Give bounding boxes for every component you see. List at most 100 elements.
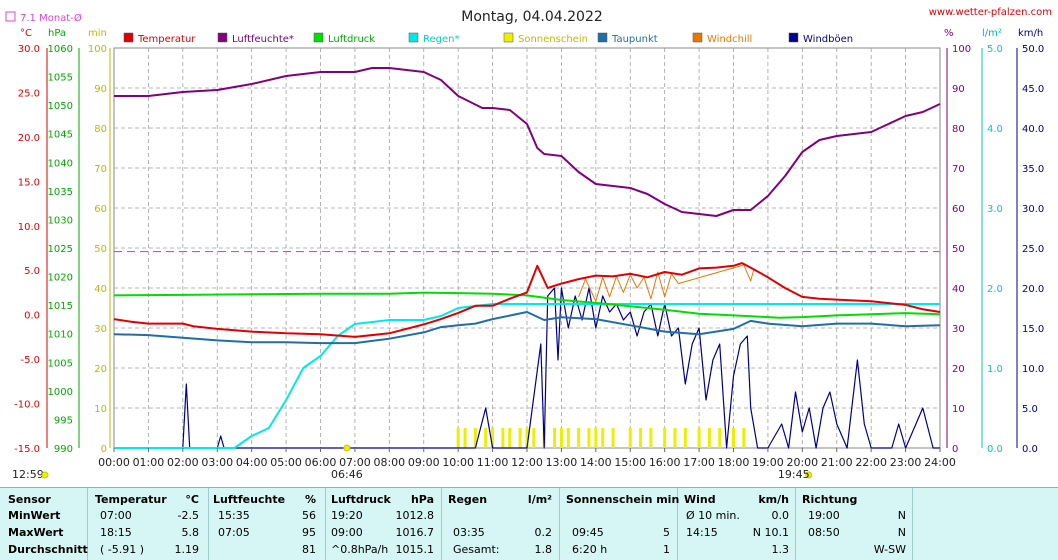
pressure-tick-label: 1020 <box>48 273 73 284</box>
table-header-rain: Regen <box>448 493 488 506</box>
table-row-label: MinWert <box>8 509 61 522</box>
chart-grid <box>113 47 941 449</box>
sunshine-bar <box>732 428 735 448</box>
table-cell-press-value: 1016.7 <box>395 526 435 539</box>
chart-axes: 30.0 25.0 20.0 15.0 10.0 5.0 0.0 -5.0 -10.0 -15.0… <box>14 44 1044 455</box>
pressure-unit-label: hPa <box>48 28 66 39</box>
sunshine-bar <box>628 428 632 448</box>
min-tick-label: 100 <box>88 44 107 55</box>
table-cell-press-value: 1012.8 <box>395 509 435 522</box>
table-cell-sun-value: 5 <box>663 526 670 539</box>
sunshine-bar <box>508 428 512 448</box>
table-divider <box>795 488 796 560</box>
table-cell-temp-time: ( -5.91 ) <box>100 543 145 556</box>
legend-swatch <box>597 32 608 43</box>
time-tick-label: 08:00 <box>373 456 405 469</box>
sunrise-label: 06:46 <box>331 468 363 481</box>
percent-tick-label: 90 <box>952 84 965 95</box>
table-cell-rain-value: 0.2 <box>534 526 553 539</box>
monthly-avg-legend: 7.1 Monat-Ø <box>5 11 82 24</box>
series-line-luftdruck <box>113 291 941 319</box>
temp-tick-label: -10.0 <box>14 400 40 411</box>
rain-tick-label: 2.0 <box>987 284 1003 295</box>
percent-tick-label: 0 <box>952 444 958 455</box>
table-cell-temp-value: 5.8 <box>181 526 200 539</box>
series-line-luftfeuchte <box>114 67 941 217</box>
table-header-temperature: Temperatur <box>95 493 167 506</box>
time-tick-label: 02:00 <box>167 456 199 469</box>
temp-tick-label: 15.0 <box>18 177 40 188</box>
rain-tick-label: 5.0 <box>987 44 1003 55</box>
sunshine-bar <box>673 428 677 448</box>
table-cell-rain-value: 1.8 <box>534 543 553 556</box>
time-tick-label: 11:00 <box>477 456 509 469</box>
time-tick-label: 23:00 <box>890 456 922 469</box>
sunshine-bar <box>463 428 467 448</box>
percent-tick-label: 40 <box>952 284 965 295</box>
table-header-hum-unit: % <box>304 493 316 506</box>
table-header-sensor: Sensor <box>8 493 51 506</box>
time-tick-label: 22:00 <box>855 456 887 469</box>
table-cell-press-time: ^0.8hPa/h <box>331 543 389 556</box>
legend-label: Sonnenschein <box>518 34 588 45</box>
chart-title: Montag, 04.04.2022 <box>461 9 603 25</box>
min-tick-label: 60 <box>94 204 107 215</box>
pressure-tick-label: 995 <box>54 415 73 426</box>
table-header-pressure: Luftdruck <box>331 493 391 506</box>
percent-unit-label: % <box>944 28 954 39</box>
day-length-label: 12:59 <box>12 468 44 481</box>
pressure-tick-label: 1005 <box>48 358 73 369</box>
table-cell-press-time: 19:20 <box>331 509 363 522</box>
pressure-tick-label: 1015 <box>48 301 73 312</box>
min-tick-label: 10 <box>94 404 107 415</box>
rain-unit-label: l/m² <box>982 28 1002 39</box>
legend-label: Temperatur <box>137 34 196 45</box>
table-cell-temp-value: -2.5 <box>177 509 199 522</box>
table-cell-hum-value: 81 <box>302 543 316 556</box>
table-cell-wind-value: N 10.1 <box>752 526 789 539</box>
pressure-tick-label: 1035 <box>48 187 73 198</box>
legend-label: Windchill <box>707 34 752 45</box>
time-tick-label: 24:00 <box>924 456 956 469</box>
sunshine-bar <box>491 428 495 448</box>
percent-tick-label: 100 <box>952 44 971 55</box>
sunshine-bar <box>594 428 598 448</box>
table-cell-rain-time: Gesamt: <box>453 543 500 556</box>
temp-tick-label: 0.0 <box>24 311 40 322</box>
table-header-press-unit: hPa <box>410 493 434 506</box>
legend-label: Regen* <box>423 34 460 45</box>
table-cell-hum-value: 95 <box>302 526 316 539</box>
weather-chart: Montag, 04.04.2022 www.wetter-pfalzen.co… <box>5 7 1052 481</box>
rain-tick-label: 0.0 <box>987 444 1003 455</box>
table-header-sun: Sonnenschein min <box>566 493 680 506</box>
table-divider <box>87 488 88 560</box>
table-cell-press-time: 09:00 <box>331 526 363 539</box>
percent-tick-label: 50 <box>952 244 965 255</box>
table-cell-sun-value: 1 <box>663 543 670 556</box>
time-tick-label: 03:00 <box>201 456 233 469</box>
sunrise-marker <box>343 444 351 452</box>
table-divider <box>912 488 913 560</box>
sunshine-bar <box>718 428 722 448</box>
table-cell-hum-time: 07:05 <box>218 526 250 539</box>
sunshine-bar <box>611 428 615 448</box>
temp-tick-label: 30.0 <box>18 44 40 55</box>
table-cell-temp-time: 07:00 <box>100 509 132 522</box>
table-divider <box>559 488 560 560</box>
time-tick-label: 18:00 <box>718 456 750 469</box>
monthly-avg-label: 7.1 Monat-Ø <box>20 12 82 24</box>
legend-label: Windböen <box>803 34 853 45</box>
sunshine-bar <box>566 428 570 448</box>
table-cell-dir-value: W-SW <box>873 543 906 556</box>
table-header-humidity: Luftfeuchte <box>213 493 286 506</box>
min-tick-label: 90 <box>94 84 107 95</box>
series-line-taupunkt <box>113 311 941 345</box>
chart-series <box>113 67 941 449</box>
table-cell-wind-time: 14:15 <box>686 526 718 539</box>
legend-swatch <box>408 32 419 43</box>
chart-legend: Temperatur Luftfeuchte* Luftdruck Regen* Son… <box>123 32 853 45</box>
pressure-tick-label: 1010 <box>48 330 73 341</box>
table-row-label: Durchschnitt <box>8 543 88 556</box>
table-header-temp-unit: °C <box>185 493 199 506</box>
series-line-temperatur <box>113 262 941 338</box>
